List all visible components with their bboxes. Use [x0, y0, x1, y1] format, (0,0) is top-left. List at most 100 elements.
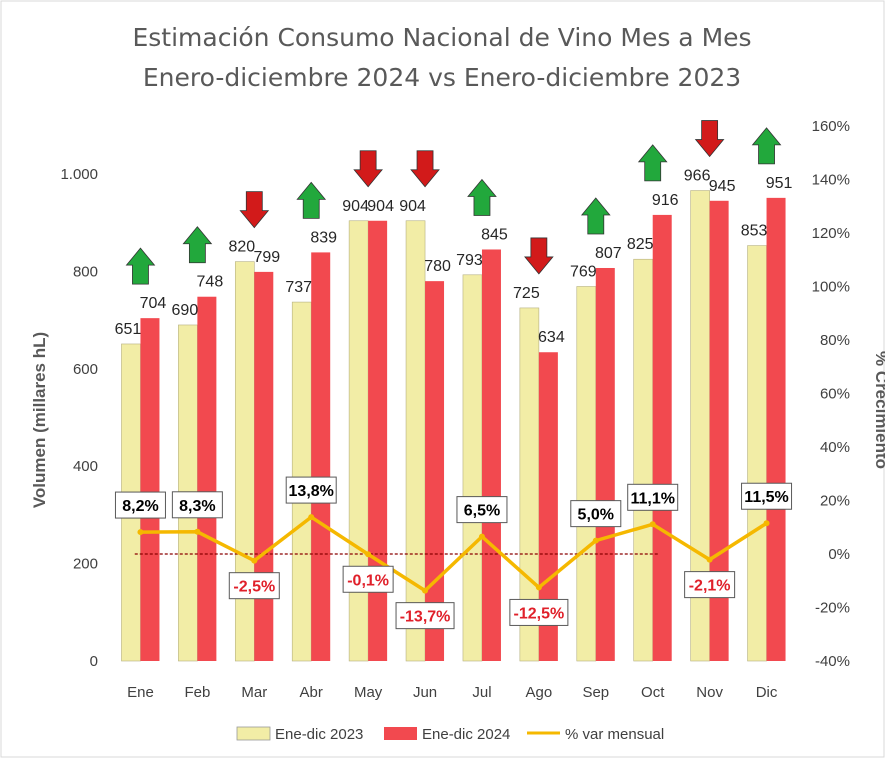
bar-2024: [368, 220, 388, 661]
pct-line: [137, 514, 770, 594]
bar-label-2024: 807: [595, 245, 622, 262]
legend-label-2023: Ene-dic 2023: [275, 726, 363, 743]
y2-tick-label: 80%: [820, 332, 850, 349]
bar-2024: [481, 249, 501, 662]
pct-label: 8,2%: [122, 498, 158, 515]
y2-tick-label: 100%: [812, 279, 850, 296]
y2-tick-label: 120%: [812, 225, 850, 242]
pct-label-box: [627, 483, 679, 511]
bar-label-2023: 769: [570, 263, 597, 280]
chart-subtitle: Enero-diciembre 2024 vs Enero-diciembre …: [143, 63, 741, 92]
pct-line-point: [308, 514, 315, 521]
bar-label-2024: 839: [310, 229, 337, 246]
pct-line-point: [535, 584, 542, 591]
bar-label-2024: 904: [367, 198, 394, 215]
y-tick-label: 0: [90, 653, 98, 670]
pct-label-box: [228, 572, 280, 600]
bar-2023: [633, 258, 654, 662]
pct-label-box: [114, 491, 166, 519]
pct-label-box: [342, 565, 394, 593]
y2-tick-label: 20%: [820, 493, 850, 510]
down-arrow-icon: [410, 150, 440, 188]
pct-label-box: [570, 500, 622, 528]
y2-tick-label: -20%: [815, 600, 850, 617]
bar-label-2024: 951: [766, 175, 793, 192]
bar-label-2023: 737: [285, 279, 312, 296]
category-label: Mar: [241, 684, 267, 701]
bar-label-2023: 793: [456, 252, 483, 269]
bar-2023: [747, 245, 767, 662]
bar-2024: [709, 200, 729, 661]
bar-label-2024: 799: [253, 249, 280, 266]
down-arrow-icon: [239, 191, 270, 229]
bar-label-2024: 704: [140, 295, 167, 312]
pct-label: -0,1%: [347, 572, 389, 589]
pct-label-box: [395, 602, 455, 630]
legend: Ene-dic 2023 Ene-dic 2024 % var mensual: [236, 726, 664, 743]
pct-label: 6,5%: [464, 503, 500, 520]
y-axis-ticks: 0 200 400 600 800 1.000: [60, 166, 98, 670]
bar-label-2024: 845: [481, 226, 508, 243]
y-tick-label: 200: [73, 556, 98, 573]
y-tick-label: 1.000: [60, 166, 98, 183]
pct-label-box: [741, 482, 793, 510]
pct-line-path: [140, 515, 768, 593]
category-label: Feb: [184, 684, 210, 701]
y2-axis-ticks: -40% -20% 0% 20% 40% 60% 80% 100% 120% 140% 160%: [812, 118, 850, 670]
x-axis-categories: Ene Feb Mar Abr May Jun Jul Ago Sep Oct Nov Dic: [127, 684, 778, 701]
pct-label: 8,3%: [179, 498, 215, 515]
category-label: Nov: [696, 684, 723, 701]
bar-label-2024: 780: [424, 258, 451, 275]
pct-label-box: [509, 598, 569, 626]
category-label: Abr: [300, 684, 323, 701]
bar-label-2023: 966: [684, 168, 711, 185]
y2-axis-title: % Crecimiento: [872, 351, 885, 469]
bar-label-2024: 634: [538, 329, 565, 346]
y-axis-title: Volumen (millares hL): [30, 332, 49, 508]
pct-label: -13,7%: [400, 609, 451, 626]
y2-tick-label: 140%: [812, 172, 850, 189]
down-arrow-icon: [524, 237, 554, 275]
bar-2024: [254, 271, 274, 661]
y-tick-label: 600: [73, 361, 98, 378]
bar-label-2023: 820: [228, 239, 255, 256]
bars: [121, 190, 786, 662]
y2-tick-label: 0%: [828, 546, 850, 563]
pct-label: -12,5%: [514, 605, 565, 622]
bar-2023: [462, 274, 483, 662]
pct-line-point: [478, 533, 485, 540]
pct-line-point: [194, 528, 201, 535]
pct-label-box: [171, 491, 223, 519]
bar-label-2023: 725: [513, 285, 540, 302]
bar-2024: [652, 214, 672, 661]
category-label: Jul: [472, 684, 491, 701]
pct-label: -2,1%: [689, 578, 731, 595]
pct-label: 11,1%: [630, 490, 674, 507]
pct-line-point: [706, 556, 713, 563]
category-label: Ago: [526, 684, 553, 701]
y-tick-label: 400: [73, 458, 98, 475]
down-arrow-icon: [694, 120, 725, 158]
pct-label: 11,5%: [744, 489, 788, 506]
bar-2024: [197, 296, 217, 661]
category-label: Jun: [413, 684, 437, 701]
bar-label-2023: 651: [115, 321, 142, 338]
y2-tick-label: 160%: [812, 118, 850, 135]
legend-swatch-2023: [236, 726, 271, 741]
legend-label-2024: Ene-dic 2024: [422, 726, 510, 743]
pct-line-point: [649, 521, 656, 528]
pct-line-point: [365, 551, 372, 558]
pct-line-point: [251, 557, 258, 564]
bar-2024: [425, 281, 445, 661]
pct-line-point: [422, 587, 429, 594]
pct-labels: 8,2% 8,3% -2,5% 13,8% -0,1% -13,7% 6,5% -12,5% 5…: [114, 476, 793, 630]
pct-label-box: [285, 476, 337, 504]
bar-label-2023: 853: [741, 223, 768, 240]
legend-label-pct: % var mensual: [565, 726, 664, 743]
up-arrow-icon: [751, 127, 782, 165]
bar-label-2024: 945: [709, 178, 736, 195]
chart-title: Estimación Consumo Nacional de Vino Mes …: [132, 23, 751, 52]
up-arrow-icon: [125, 247, 156, 285]
y-tick-label: 800: [73, 263, 98, 280]
down-arrow-icon: [353, 150, 383, 188]
